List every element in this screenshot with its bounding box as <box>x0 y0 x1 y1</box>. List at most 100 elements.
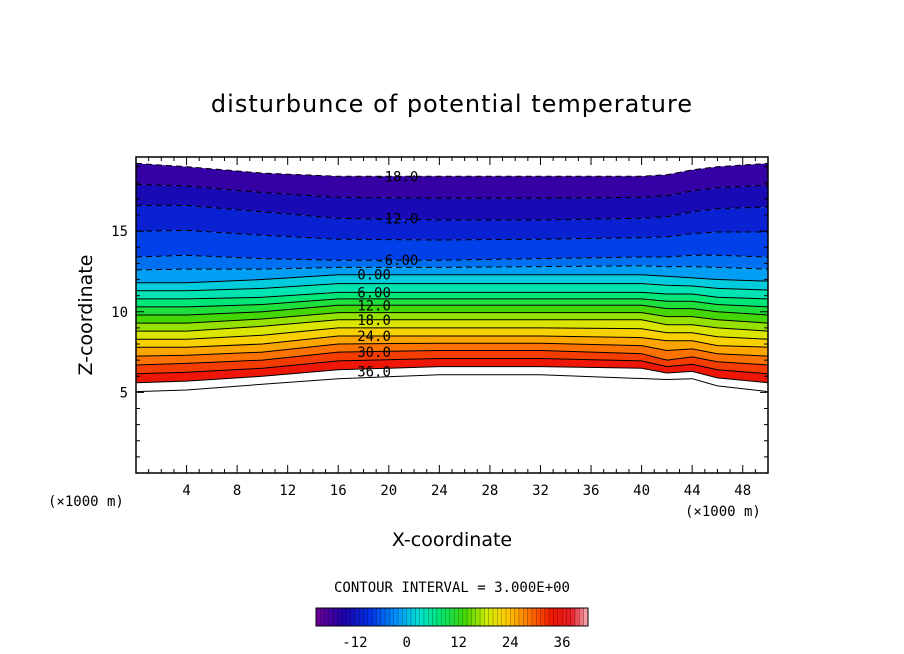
contour-line <box>136 283 768 292</box>
colorbar-cell <box>354 608 360 626</box>
contour-line <box>136 319 768 332</box>
colorbar-cell <box>553 608 559 626</box>
colorbar-cell <box>406 608 412 626</box>
colorbar-cell <box>467 608 472 626</box>
contour-band <box>136 205 768 240</box>
contour-line <box>136 358 768 375</box>
colorbar-cell <box>540 608 546 626</box>
contour-band <box>136 343 768 365</box>
contour-fill <box>136 163 768 392</box>
colorbar-cell <box>544 608 550 626</box>
y-tick-label: 10 <box>111 305 128 321</box>
contour-band <box>136 305 768 324</box>
colorbar-cell <box>428 608 433 626</box>
colorbar-cell <box>484 608 490 626</box>
colorbar-tick-label: 0 <box>402 635 410 651</box>
x-tick-label: 24 <box>431 483 448 499</box>
y-tick-label: 5 <box>120 385 128 401</box>
contour-line <box>136 312 768 324</box>
chart-title: disturbunce of potential temperature <box>211 90 693 118</box>
contour-line <box>136 162 768 177</box>
y-tick-label: 15 <box>111 224 128 240</box>
colorbar-cell <box>398 608 403 626</box>
colorbar-cell <box>385 608 390 626</box>
contour-lines <box>136 162 768 393</box>
colorbar-cell <box>575 608 580 626</box>
colorbar-cell <box>328 608 334 626</box>
contour-label: 30.0 <box>357 345 391 361</box>
colorbar-cell <box>527 608 533 626</box>
colorbar-cell <box>501 608 507 626</box>
colorbar-cell <box>423 608 429 626</box>
x-axis-label: X-coordinate <box>392 529 512 551</box>
contour-band <box>136 230 768 261</box>
colorbar-cell <box>419 608 425 626</box>
contour-label: 12.0 <box>357 298 391 314</box>
x-tick-label: 28 <box>481 483 498 499</box>
contour-line <box>136 265 768 271</box>
contour-line <box>136 327 768 340</box>
contour-line <box>136 183 768 199</box>
colorbar-cell <box>363 608 369 626</box>
x-tick-label: 4 <box>182 483 190 499</box>
contour-band <box>136 298 768 315</box>
colorbar-cell <box>367 608 373 626</box>
colorbar-cell <box>445 608 451 626</box>
colorbar-cell <box>505 608 511 626</box>
colorbar-cell <box>458 608 464 626</box>
x-tick-label: 16 <box>330 483 347 499</box>
colorbar-cell <box>480 608 485 626</box>
contour-band <box>136 350 768 374</box>
colorbar-cell <box>410 608 416 626</box>
colorbar-tick-label: 12 <box>450 635 467 651</box>
contour-line <box>136 298 768 308</box>
colorbar-cell <box>549 608 554 626</box>
contour-label: -12.0 <box>376 211 418 227</box>
x-unit-left: (×1000 m) <box>48 494 124 510</box>
colorbar-cell <box>523 608 528 626</box>
colorbar-cell <box>324 608 330 626</box>
colorbar-cell <box>557 608 563 626</box>
contour-label: 0.00 <box>357 268 391 284</box>
contour-interval-label: CONTOUR INTERVAL = 3.000E+00 <box>334 580 570 596</box>
x-tick-label: 36 <box>583 483 600 499</box>
colorbar-cell <box>346 608 351 626</box>
colorbar-cell <box>570 608 576 626</box>
contour-band <box>136 327 768 348</box>
colorbar-cell <box>562 608 567 626</box>
x-tick-label: 40 <box>633 483 650 499</box>
colorbar-cell <box>316 608 321 626</box>
x-tick-label: 48 <box>734 483 751 499</box>
colorbar-cell <box>579 608 585 626</box>
colorbar-cell <box>380 608 386 626</box>
colorbar-cell <box>518 608 524 626</box>
colorbar-cell <box>350 608 356 626</box>
contour-band <box>136 184 768 220</box>
colorbar <box>316 608 589 626</box>
contour-line <box>136 366 768 384</box>
colorbar-cell <box>359 608 364 626</box>
x-unit-right: (×1000 m) <box>685 504 761 520</box>
colorbar-cell <box>389 608 395 626</box>
colorbar-cell <box>393 608 399 626</box>
colorbar-cell <box>441 608 446 626</box>
colorbar-cell <box>337 608 343 626</box>
contour-band <box>136 163 768 199</box>
colorbar-ticks: -12 0 12 24 36 <box>342 635 570 651</box>
colorbar-cell <box>432 608 438 626</box>
colorbar-cell <box>320 608 326 626</box>
colorbar-cell <box>536 608 541 626</box>
colorbar-cell <box>488 608 494 626</box>
contour-band <box>136 255 768 270</box>
contour-label: 6.00 <box>357 285 391 301</box>
contour-band <box>136 358 768 383</box>
contour-line <box>136 304 768 316</box>
colorbar-tick-label: 24 <box>502 635 519 651</box>
x-tick-label: 12 <box>279 483 296 499</box>
contour-label: -6.00 <box>376 253 418 269</box>
contour-line <box>136 274 768 284</box>
colorbar-cell <box>497 608 503 626</box>
contour-band <box>136 292 768 307</box>
colorbar-cell <box>471 608 477 626</box>
contour-line <box>136 335 768 348</box>
